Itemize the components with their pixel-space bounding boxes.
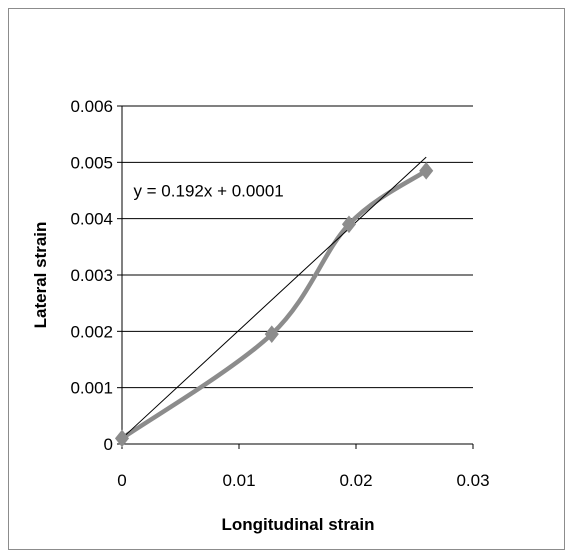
y-tick-label: 0.001 [70,379,113,398]
series-line [119,168,429,441]
chart-frame [8,8,565,550]
y-tick-label: 0.004 [70,210,113,229]
x-tick-label: 0.01 [222,471,255,490]
trendline-equation: y = 0.192x + 0.0001 [133,182,283,201]
axes [117,105,474,449]
y-tick-label: 0.006 [70,97,113,116]
y-tick-label: 0.003 [70,266,113,285]
y-tick-label: 0.005 [70,153,113,172]
data-point-marker-3 [419,161,434,180]
tick-labels: 0 0.001 0.002 0.003 0.004 0.005 0.006 0 0.01 0.02… [70,97,489,490]
data-point-marker-0 [114,429,130,448]
trendline-group [114,156,434,448]
x-axis-title: Longitudinal strain [222,515,375,534]
y-tick-label: 0.002 [70,322,113,341]
x-tick-label: 0 [117,471,126,490]
x-tick-label: 0.03 [456,471,489,490]
y-axis-title: Lateral strain [31,222,50,329]
data-point-marker-2 [341,215,357,234]
data-point-marker-1 [264,325,279,343]
grid-lines [122,105,473,389]
data-series [119,168,429,441]
trendline [121,156,427,439]
y-tick-label: 0 [104,435,113,454]
x-tick-label: 0.02 [339,471,372,490]
